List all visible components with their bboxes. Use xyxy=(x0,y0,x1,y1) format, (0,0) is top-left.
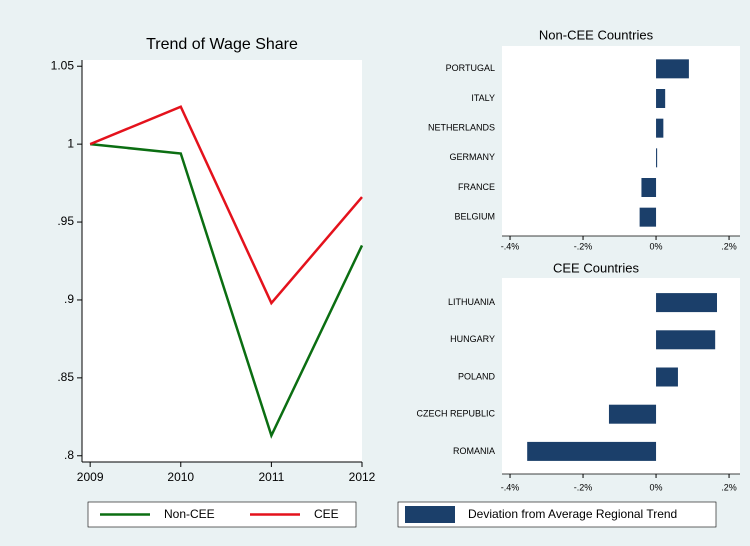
bar xyxy=(656,330,716,350)
bar xyxy=(656,293,718,313)
x-tick-label: -.2% xyxy=(574,241,593,251)
category-label: ITALY xyxy=(471,93,495,103)
series-line xyxy=(90,142,364,439)
legend-swatch xyxy=(405,506,455,523)
x-tick-label: -.4% xyxy=(501,482,520,492)
bar xyxy=(656,59,689,79)
chart-title: Non-CEE Countries xyxy=(539,27,654,42)
bar xyxy=(656,89,666,108)
bar xyxy=(656,367,678,387)
category-label: BELGIUM xyxy=(454,212,495,222)
x-tick-label: 2012 xyxy=(349,470,376,484)
x-tick-label: 0% xyxy=(650,241,663,251)
category-label: LITHUANIA xyxy=(448,297,495,307)
x-tick-label: 2009 xyxy=(77,470,104,484)
x-tick-label: .2% xyxy=(721,482,737,492)
legend-label: Non-CEE xyxy=(164,507,215,521)
y-tick-label: .9 xyxy=(64,292,74,306)
x-tick-label: .2% xyxy=(721,241,737,251)
series-line xyxy=(89,105,363,306)
bar xyxy=(656,118,664,138)
plot-area xyxy=(82,60,362,462)
bar xyxy=(608,404,657,424)
legend-label: Deviation from Average Regional Trend xyxy=(468,507,677,521)
bar xyxy=(527,441,657,461)
y-tick-label: .8 xyxy=(64,448,74,462)
category-label: FRANCE xyxy=(458,182,495,192)
y-tick-label: 1 xyxy=(67,136,74,150)
x-tick-label: 2010 xyxy=(167,470,194,484)
legend-label: CEE xyxy=(314,507,339,521)
category-label: ROMANIA xyxy=(453,446,495,456)
y-tick-label: 1.05 xyxy=(51,58,75,72)
bar xyxy=(639,207,657,227)
y-tick-label: .95 xyxy=(57,214,74,228)
category-label: NETHERLANDS xyxy=(428,123,495,133)
x-tick-label: 2011 xyxy=(258,470,284,484)
x-tick-label: -.4% xyxy=(501,241,520,251)
x-tick-label: 0% xyxy=(650,482,663,492)
chart-title: CEE Countries xyxy=(553,260,639,275)
y-tick-label: .85 xyxy=(57,370,74,384)
bar xyxy=(656,148,658,168)
category-label: PORTUGAL xyxy=(446,63,495,73)
category-label: CZECH REPUBLIC xyxy=(416,409,495,419)
category-label: POLAND xyxy=(458,371,496,381)
category-label: GERMANY xyxy=(449,152,495,162)
category-label: HUNGARY xyxy=(450,334,495,344)
chart-title: Trend of Wage Share xyxy=(146,36,298,53)
bar xyxy=(641,178,657,197)
plot-area xyxy=(502,46,740,236)
x-tick-label: -.2% xyxy=(574,482,593,492)
